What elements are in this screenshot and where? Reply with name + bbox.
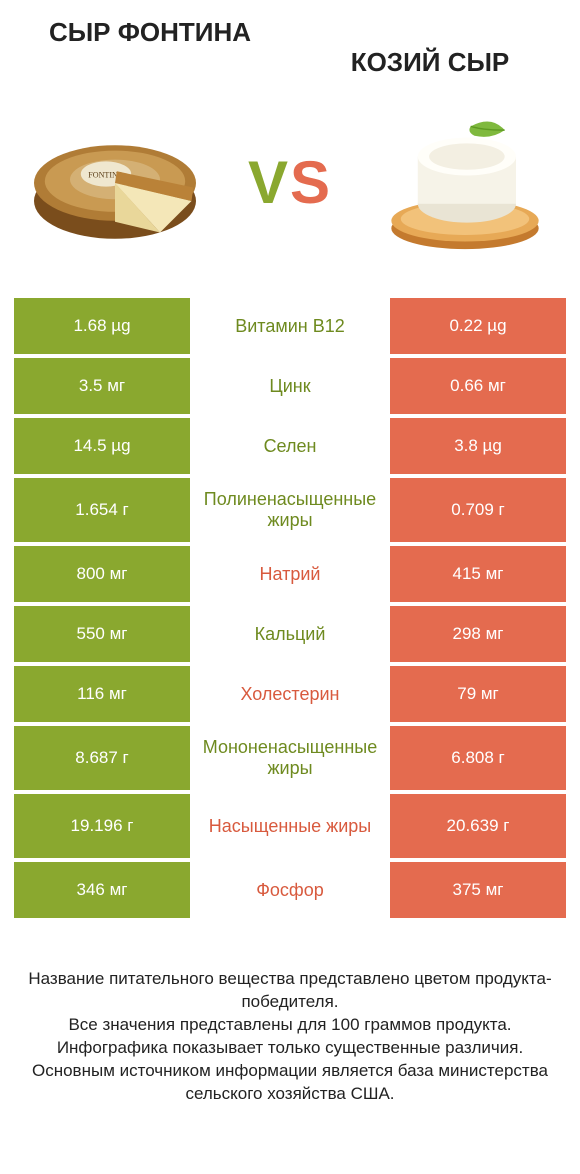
fontina-cheese-image: FONTINA xyxy=(20,98,210,268)
infographic: СЫР ФОНТИНА КОЗИЙ СЫР FONTINA VS xyxy=(0,0,580,1106)
nutrient-label: Кальций xyxy=(190,606,390,662)
nutrient-label: Цинк xyxy=(190,358,390,414)
table-row: 1.654 гПолиненасыщенные жиры0.709 г xyxy=(14,478,566,542)
goat-cheese-image xyxy=(370,98,560,268)
nutrient-label: Холестерин xyxy=(190,666,390,722)
left-value: 8.687 г xyxy=(14,726,190,790)
table-row: 14.5 µgСелен3.8 µg xyxy=(14,418,566,474)
left-value: 1.68 µg xyxy=(14,298,190,354)
left-value: 3.5 мг xyxy=(14,358,190,414)
nutrient-label: Витамин B12 xyxy=(190,298,390,354)
product-left-title: СЫР ФОНТИНА xyxy=(30,18,290,48)
right-value: 20.639 г xyxy=(390,794,566,858)
vs-label: VS xyxy=(248,148,332,217)
header: СЫР ФОНТИНА КОЗИЙ СЫР xyxy=(0,0,580,78)
nutrient-label: Мононенасыщенные жиры xyxy=(190,726,390,790)
left-value: 19.196 г xyxy=(14,794,190,858)
right-value: 0.22 µg xyxy=(390,298,566,354)
table-row: 19.196 гНасыщенные жиры20.639 г xyxy=(14,794,566,858)
nutrient-label: Насыщенные жиры xyxy=(190,794,390,858)
left-value: 346 мг xyxy=(14,862,190,918)
right-value: 0.709 г xyxy=(390,478,566,542)
nutrient-label: Селен xyxy=(190,418,390,474)
table-row: 800 мгНатрий415 мг xyxy=(14,546,566,602)
right-value: 6.808 г xyxy=(390,726,566,790)
table-row: 1.68 µgВитамин B120.22 µg xyxy=(14,298,566,354)
left-value: 14.5 µg xyxy=(14,418,190,474)
nutrient-label: Фосфор xyxy=(190,862,390,918)
left-value: 116 мг xyxy=(14,666,190,722)
table-row: 346 мгФосфор375 мг xyxy=(14,862,566,918)
nutrient-label: Полиненасыщенные жиры xyxy=(190,478,390,542)
footnote: Название питательного вещества представл… xyxy=(0,922,580,1106)
right-value: 79 мг xyxy=(390,666,566,722)
table-row: 3.5 мгЦинк0.66 мг xyxy=(14,358,566,414)
table-row: 550 мгКальций298 мг xyxy=(14,606,566,662)
left-value: 800 мг xyxy=(14,546,190,602)
left-value: 1.654 г xyxy=(14,478,190,542)
right-value: 3.8 µg xyxy=(390,418,566,474)
right-value: 0.66 мг xyxy=(390,358,566,414)
table-row: 8.687 гМононенасыщенные жиры6.808 г xyxy=(14,726,566,790)
product-right-title: КОЗИЙ СЫР xyxy=(290,48,550,78)
vs-v: V xyxy=(248,149,290,216)
right-value: 375 мг xyxy=(390,862,566,918)
table-row: 116 мгХолестерин79 мг xyxy=(14,666,566,722)
comparison-table: 1.68 µgВитамин B120.22 µg3.5 мгЦинк0.66 … xyxy=(0,298,580,918)
right-value: 415 мг xyxy=(390,546,566,602)
right-value: 298 мг xyxy=(390,606,566,662)
image-row: FONTINA VS xyxy=(0,78,580,298)
vs-s: S xyxy=(290,149,332,216)
left-value: 550 мг xyxy=(14,606,190,662)
nutrient-label: Натрий xyxy=(190,546,390,602)
